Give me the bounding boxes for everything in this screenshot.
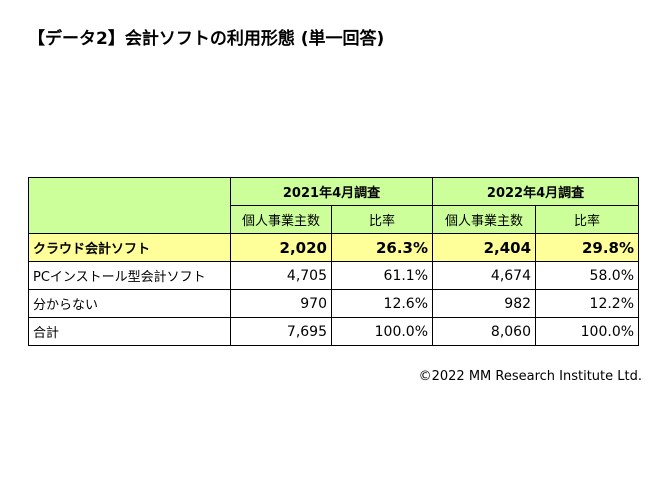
- usage-table: 2021年4月調査 2022年4月調査 個人事業主数 比率 個人事業主数 比率 …: [28, 177, 640, 346]
- cell-value: 7,695: [230, 317, 332, 346]
- table-row-total: 合計 7,695 100.0% 8,060 100.0%: [28, 317, 640, 346]
- table-row: PCインストール型会計ソフト 4,705 61.1% 4,674 58.0%: [28, 261, 640, 290]
- cell-value: 12.2%: [535, 289, 640, 318]
- corner-cell: [28, 177, 231, 234]
- cell-value: 982: [432, 289, 537, 318]
- table-row: 分からない 970 12.6% 982 12.2%: [28, 289, 640, 318]
- copyright-text: ©2022 MM Research Institute Ltd.: [418, 369, 642, 384]
- subheader-count-2021: 個人事業主数: [230, 205, 332, 234]
- cell-value: 61.1%: [330, 261, 434, 290]
- row-label: 分からない: [28, 289, 231, 318]
- group-header-2021: 2021年4月調査: [229, 177, 434, 206]
- table-row: クラウド会計ソフト 2,020 26.3% 2,404 29.8%: [28, 233, 640, 262]
- cell-value: 29.8%: [535, 233, 640, 262]
- page-title: 【データ2】会計ソフトの利用形態 (単一回答): [28, 29, 385, 49]
- subheader-count-2022: 個人事業主数: [432, 205, 537, 234]
- cell-value: 4,705: [230, 261, 332, 290]
- cell-value: 12.6%: [330, 289, 434, 318]
- cell-value: 100.0%: [330, 317, 434, 346]
- cell-value: 2,020: [230, 233, 332, 262]
- row-label: クラウド会計ソフト: [28, 233, 231, 262]
- row-label: 合計: [28, 317, 231, 346]
- subheader-ratio-2021: 比率: [330, 205, 434, 234]
- subheader-row: 個人事業主数 比率 個人事業主数 比率: [29, 205, 640, 234]
- cell-value: 970: [230, 289, 332, 318]
- cell-value: 2,404: [432, 233, 537, 262]
- group-header-row: 2021年4月調査 2022年4月調査: [28, 177, 640, 234]
- cell-value: 100.0%: [535, 317, 640, 346]
- cell-value: 4,674: [432, 261, 537, 290]
- row-label: PCインストール型会計ソフト: [28, 261, 231, 290]
- cell-value: 26.3%: [330, 233, 434, 262]
- subheader-ratio-2022: 比率: [535, 205, 640, 234]
- group-header-2022: 2022年4月調査: [432, 177, 640, 206]
- cell-value: 8,060: [432, 317, 537, 346]
- cell-value: 58.0%: [535, 261, 640, 290]
